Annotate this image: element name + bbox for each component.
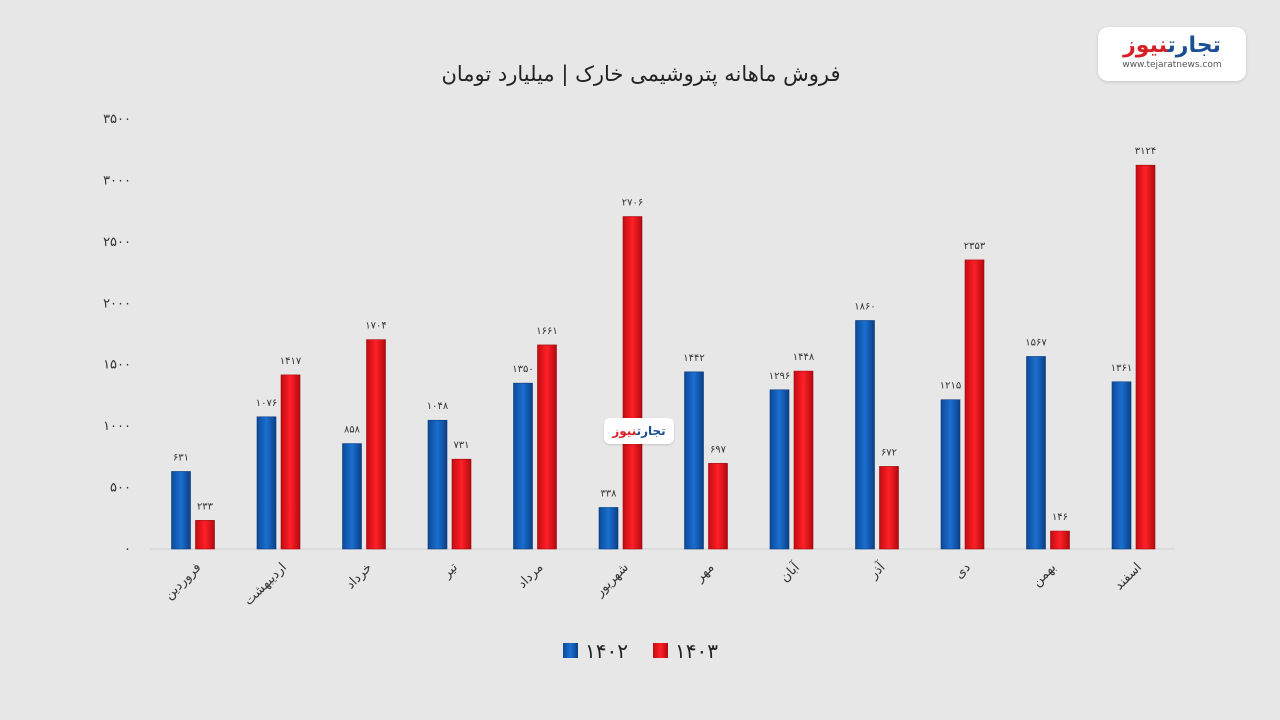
legend-label-1403: ۱۴۰۳: [675, 639, 718, 663]
data-label: ۱۵۶۷: [1025, 337, 1047, 348]
watermark-text-red: نیوز: [612, 424, 637, 438]
y-tick-label: ۱۵۰۰: [103, 358, 131, 373]
x-tick-label: خرداد: [343, 560, 375, 592]
data-label: ۱۳۶۱: [1111, 363, 1132, 374]
x-tick-label: تیر: [439, 560, 461, 582]
bar-1402-9: [940, 399, 961, 550]
data-label: ۶۹۷: [710, 444, 727, 455]
data-label: ۳۳۸: [600, 488, 617, 499]
x-tick-label: بهمن: [1030, 560, 1060, 590]
data-label: ۱۲۹۶: [769, 371, 790, 382]
data-label: ۱۲۱۵: [940, 381, 961, 392]
logo-url: www.tejaratnews.com: [1122, 60, 1222, 70]
data-label: ۳۱۲۴: [1135, 146, 1156, 157]
legend-swatch-1403: [653, 643, 668, 658]
data-label: ۱۴۶: [1052, 512, 1068, 523]
bar-1403-4: [537, 344, 557, 550]
y-tick-label: ۳۵۰۰: [103, 112, 131, 127]
bar-1403-1: [280, 374, 301, 550]
watermark-logo: تجارتنیوز: [604, 418, 674, 444]
bar-1403-10: [1050, 530, 1070, 550]
x-tick-label: مهر: [692, 560, 718, 586]
x-tick-label: اردیبهشت: [241, 560, 289, 608]
bar-1402-10: [1026, 356, 1046, 550]
bar-1403-9: [964, 259, 985, 550]
chart-title: فروش ماهانه پتروشیمی خارک | میلیارد توما…: [441, 62, 840, 87]
bar-1403-8: [879, 466, 899, 550]
data-label: ۱۷۰۴: [365, 321, 386, 332]
data-label: ۱۴۴۲: [683, 353, 704, 364]
bar-1402-4: [513, 382, 533, 550]
bar-1402-11: [1111, 381, 1132, 550]
bar-1403-0: [195, 520, 215, 550]
data-label: ۱۸۶۰: [854, 301, 875, 312]
y-tick-label: ۳۰۰۰: [103, 173, 131, 188]
bar-1403-7: [793, 370, 814, 550]
y-tick-label: ۵۰۰: [110, 481, 131, 496]
logo-text-blue: تجارت: [1167, 33, 1221, 58]
x-tick-label: دی: [952, 560, 974, 582]
bar-1403-6: [708, 463, 728, 550]
bar-1402-1: [256, 416, 277, 550]
data-label: ۱۴۴۸: [793, 352, 815, 363]
bar-1403-5: [622, 216, 643, 550]
data-label: ۲۳۵۳: [964, 241, 986, 252]
bar-1403-11: [1135, 164, 1156, 550]
data-label: ۸۵۸: [344, 425, 361, 436]
y-tick-label: ۲۰۰۰: [103, 296, 131, 311]
bar-1403-2: [366, 339, 386, 550]
legend-label-1402: ۱۴۰۲: [585, 639, 628, 663]
bar-1402-2: [342, 443, 362, 550]
bar-1402-3: [427, 419, 448, 550]
tejarat-news-logo: تجارتنیوز www.tejaratnews.com: [1098, 27, 1246, 81]
x-tick-label: آبان: [776, 558, 804, 586]
data-label: ۶۷۲: [881, 447, 897, 458]
legend: ۱۴۰۲ ۱۴۰۳: [563, 639, 718, 663]
data-label: ۲۷۰۶: [622, 198, 643, 209]
x-tick-label: اسفند: [1112, 560, 1145, 593]
x-tick-label: آذر: [865, 558, 890, 583]
bar-1402-6: [684, 371, 704, 550]
bar-1402-8: [855, 320, 875, 550]
x-tick-label: مرداد: [515, 560, 546, 591]
bar-1403-3: [451, 458, 472, 550]
y-tick-label: ۲۵۰۰: [103, 235, 131, 250]
data-label: ۷۳۱: [453, 440, 469, 451]
data-label: ۱۰۷۶: [256, 398, 277, 409]
bar-1402-7: [769, 389, 790, 550]
watermark-text-blue: تجارت: [636, 424, 666, 438]
bar-1402-5: [598, 507, 619, 550]
y-tick-label: ۰: [124, 542, 131, 557]
logo-text-red: نیوز: [1123, 33, 1168, 58]
data-label: ۱۰۴۸: [427, 401, 449, 412]
legend-swatch-1402: [563, 643, 578, 658]
x-tick-label: فروردین: [162, 560, 205, 603]
y-tick-label: ۱۰۰۰: [103, 419, 131, 434]
data-label: ۲۳۳: [197, 501, 214, 512]
logo-text: تجارتنیوز: [1098, 33, 1246, 59]
data-label: ۱۳۵۰: [512, 364, 533, 375]
x-tick-label: شهریور: [592, 560, 632, 600]
data-label: ۶۳۱: [173, 452, 189, 463]
bar-1402-0: [171, 471, 191, 550]
data-label: ۱۴۱۷: [280, 356, 302, 367]
data-label: ۱۶۶۱: [536, 326, 557, 337]
